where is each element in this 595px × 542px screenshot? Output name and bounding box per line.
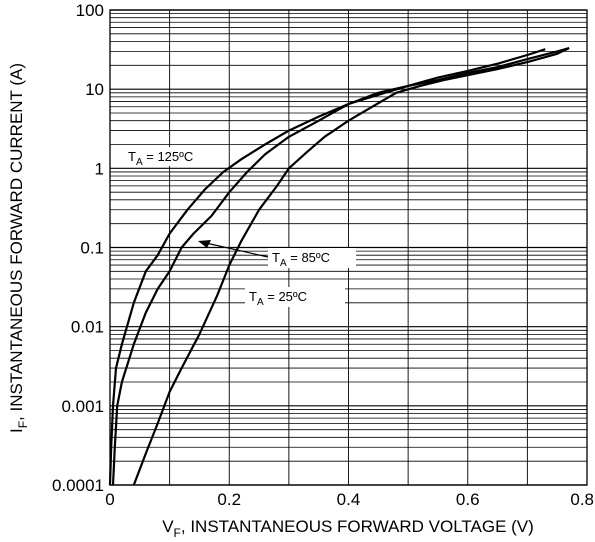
x-tick-label: 0.8 [570, 490, 594, 509]
y-tick-label: 100 [76, 1, 104, 20]
y-tick-label: 0.0001 [52, 476, 104, 495]
y-tick-label: 0.1 [80, 239, 104, 258]
y-tick-label: 1 [95, 159, 104, 178]
y-tick-label: 0.01 [71, 318, 104, 337]
x-tick-label: 0.2 [217, 490, 241, 509]
y-tick-label: 0.001 [61, 397, 104, 416]
x-tick-label: 0.4 [337, 490, 361, 509]
x-tick-label: 0 [105, 490, 114, 509]
annotation-125c: TA = 125ºC [124, 147, 218, 168]
x-tick-label: 0.6 [456, 490, 480, 509]
y-tick-label: 10 [85, 80, 104, 99]
annotation-25c: TA = 25ºC [245, 287, 345, 308]
